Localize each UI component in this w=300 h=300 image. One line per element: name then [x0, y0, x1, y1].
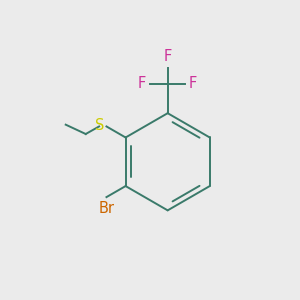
Text: S: S	[95, 118, 104, 133]
Text: F: F	[189, 76, 197, 91]
Text: F: F	[164, 49, 172, 64]
Text: F: F	[138, 76, 146, 91]
Text: Br: Br	[98, 201, 115, 216]
